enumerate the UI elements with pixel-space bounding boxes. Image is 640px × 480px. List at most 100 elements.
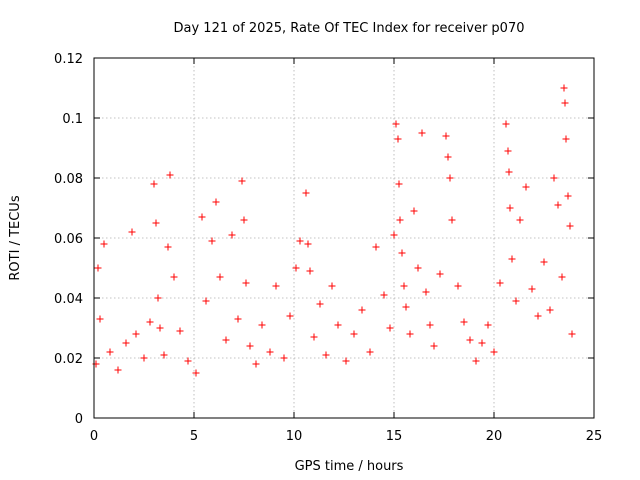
data-point xyxy=(446,174,454,182)
data-point xyxy=(478,339,486,347)
data-point xyxy=(160,351,168,359)
data-point xyxy=(296,237,304,245)
data-point xyxy=(562,135,570,143)
gridlines xyxy=(94,58,594,418)
data-point xyxy=(564,192,572,200)
data-point xyxy=(504,147,512,155)
data-point xyxy=(398,249,406,257)
data-point xyxy=(414,264,422,272)
data-point xyxy=(292,264,300,272)
data-point xyxy=(94,264,102,272)
data-point xyxy=(484,321,492,329)
data-point xyxy=(156,324,164,332)
data-point xyxy=(528,285,536,293)
data-point xyxy=(358,306,366,314)
data-point xyxy=(176,327,184,335)
data-point xyxy=(350,330,358,338)
data-point xyxy=(392,120,400,128)
data-point xyxy=(406,330,414,338)
data-point xyxy=(146,318,154,326)
x-tick-label: 0 xyxy=(90,429,98,444)
data-point xyxy=(184,357,192,365)
data-point xyxy=(444,153,452,161)
data-point xyxy=(566,222,574,230)
x-tick-label: 10 xyxy=(286,429,303,444)
data-point xyxy=(508,255,516,263)
data-point xyxy=(558,273,566,281)
data-point xyxy=(242,279,250,287)
data-point xyxy=(132,330,140,338)
data-point xyxy=(402,303,410,311)
x-tick-label: 25 xyxy=(586,429,603,444)
y-tick-label: 0.02 xyxy=(54,352,83,367)
data-point xyxy=(266,348,274,356)
y-tick-label: 0 xyxy=(75,412,83,427)
data-point xyxy=(534,312,542,320)
data-point xyxy=(252,360,260,368)
data-point xyxy=(460,318,468,326)
data-point xyxy=(202,297,210,305)
data-point xyxy=(390,231,398,239)
data-point xyxy=(128,228,136,236)
data-point xyxy=(466,336,474,344)
data-point xyxy=(436,270,444,278)
data-point xyxy=(472,357,480,365)
data-point xyxy=(166,171,174,179)
data-point xyxy=(490,348,498,356)
data-point xyxy=(522,183,530,191)
data-point xyxy=(240,216,248,224)
data-point xyxy=(280,354,288,362)
data-point xyxy=(506,204,514,212)
data-point xyxy=(380,291,388,299)
data-point xyxy=(394,135,402,143)
data-point xyxy=(164,243,172,251)
data-point xyxy=(192,369,200,377)
data-point xyxy=(100,240,108,248)
data-point xyxy=(334,321,342,329)
data-point xyxy=(286,312,294,320)
data-point xyxy=(496,279,504,287)
data-point xyxy=(430,342,438,350)
data-point xyxy=(560,84,568,92)
y-tick-label: 0.08 xyxy=(54,172,83,187)
data-point xyxy=(302,189,310,197)
data-point xyxy=(448,216,456,224)
chart-title: Day 121 of 2025, Rate Of TEC Index for r… xyxy=(174,21,525,36)
data-point xyxy=(516,216,524,224)
data-point xyxy=(310,333,318,341)
data-point xyxy=(106,348,114,356)
data-point xyxy=(234,315,242,323)
data-point xyxy=(372,243,380,251)
data-point xyxy=(386,324,394,332)
y-tick-label: 0.1 xyxy=(62,112,83,127)
data-point xyxy=(505,168,513,176)
data-point xyxy=(216,273,224,281)
axis-ticks xyxy=(93,57,595,419)
data-point xyxy=(442,132,450,140)
data-point xyxy=(366,348,374,356)
data-point xyxy=(328,282,336,290)
data-point xyxy=(140,354,148,362)
data-point xyxy=(568,330,576,338)
x-tick-labels: 0 5 10 15 20 25 xyxy=(90,429,602,444)
data-point xyxy=(170,273,178,281)
data-point xyxy=(454,282,462,290)
data-point xyxy=(426,321,434,329)
data-point xyxy=(322,351,330,359)
data-point xyxy=(342,357,350,365)
y-tick-label: 0.06 xyxy=(54,232,83,247)
data-point xyxy=(561,99,569,107)
y-tick-label: 0.04 xyxy=(54,292,83,307)
data-point xyxy=(304,240,312,248)
data-point xyxy=(316,300,324,308)
y-axis-label: ROTI / TECUs xyxy=(8,195,23,280)
x-tick-label: 5 xyxy=(190,429,198,444)
data-point xyxy=(96,315,104,323)
data-point xyxy=(228,231,236,239)
data-point xyxy=(198,213,206,221)
data-point xyxy=(418,129,426,137)
data-point xyxy=(512,297,520,305)
y-tick-labels: 0 0.02 0.04 0.06 0.08 0.1 0.12 xyxy=(54,52,83,427)
data-point xyxy=(546,306,554,314)
data-point xyxy=(550,174,558,182)
